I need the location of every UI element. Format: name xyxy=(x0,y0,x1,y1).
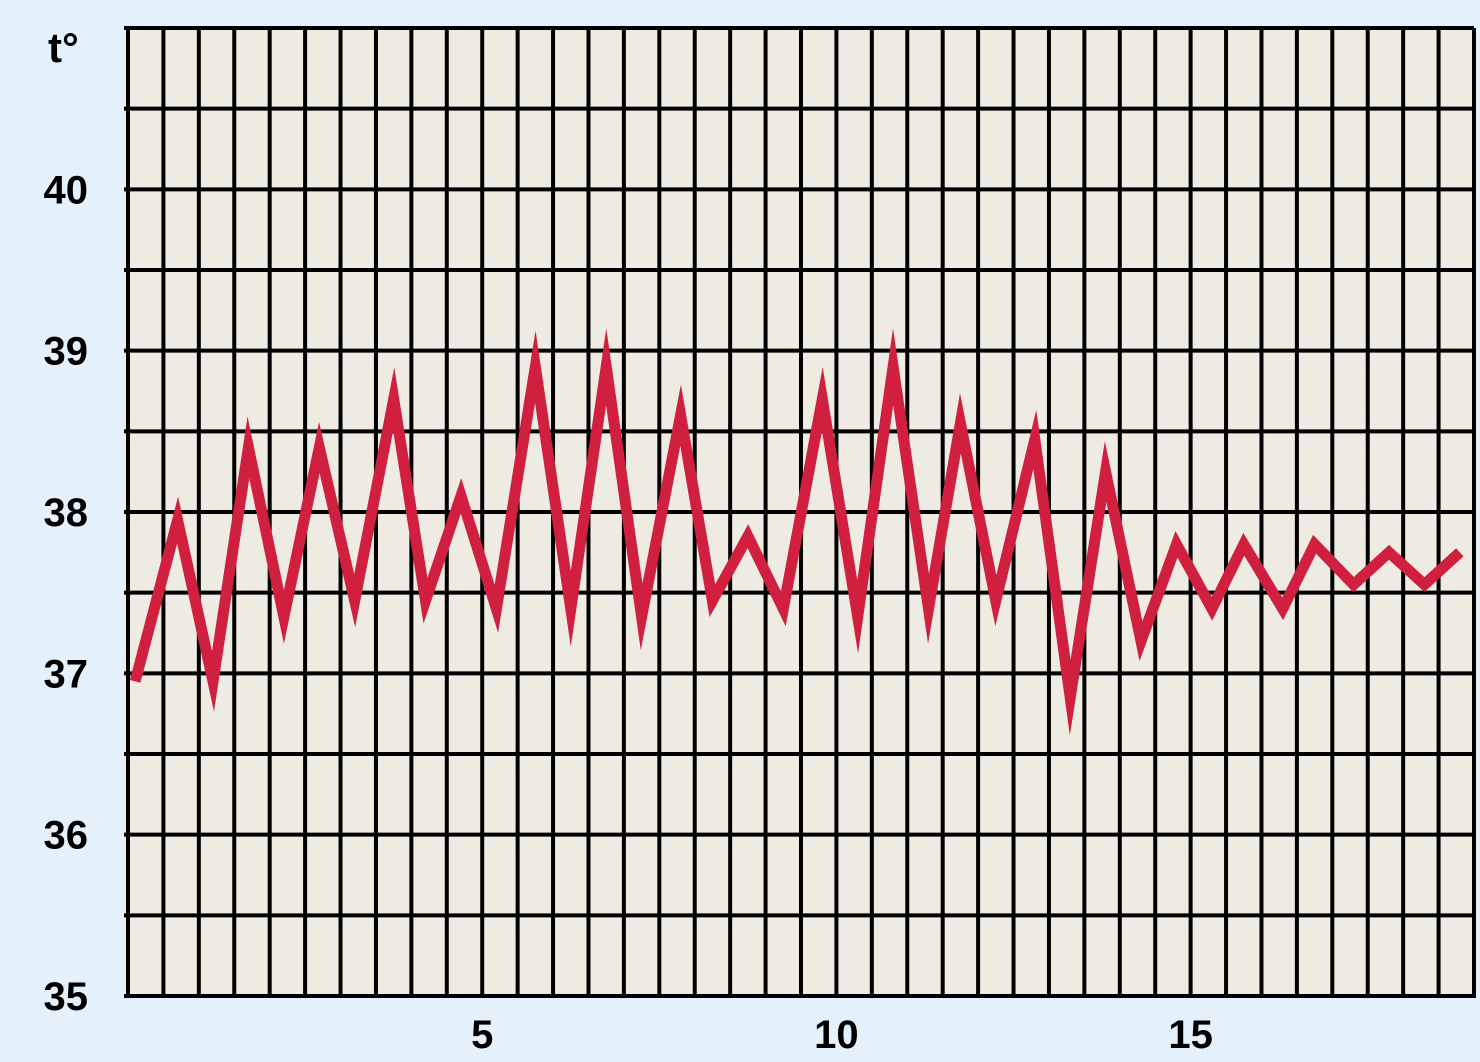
x-tick-label: 5 xyxy=(471,1013,493,1057)
axis-labels: t° 35 36 37 38 39 40 5 10 15 xyxy=(44,24,1213,1057)
series-line xyxy=(129,328,1464,736)
y-tick-label: 39 xyxy=(44,330,89,374)
y-tick-label: 40 xyxy=(44,168,89,212)
y-tick-label: 36 xyxy=(44,814,89,858)
x-tick-label: 10 xyxy=(814,1013,859,1057)
grid xyxy=(124,26,1476,998)
x-tick-label: 15 xyxy=(1168,1013,1213,1057)
y-tick-label: 35 xyxy=(44,975,89,1019)
series-layer xyxy=(129,328,1464,736)
y-tick-label: 37 xyxy=(44,652,89,696)
y-axis-title: t° xyxy=(48,24,79,71)
y-tick-label: 38 xyxy=(44,491,89,535)
